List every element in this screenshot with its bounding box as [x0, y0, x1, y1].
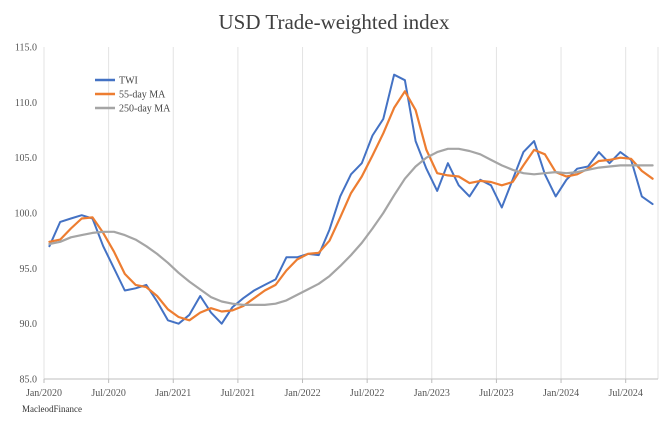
x-tick-label: Jul/2024 — [608, 388, 642, 399]
y-tick-label: 105.0 — [15, 153, 38, 164]
x-tick-label: Jan/2021 — [155, 388, 191, 399]
y-tick-label: 85.0 — [20, 375, 38, 386]
x-tick-label: Jan/2024 — [543, 388, 579, 399]
x-tick-label: Jan/2022 — [284, 388, 320, 399]
series-lines — [48, 73, 654, 325]
y-tick-label: 95.0 — [20, 264, 38, 275]
y-tick-label: 110.0 — [15, 98, 37, 109]
x-tick-label: Jul/2021 — [221, 388, 255, 399]
legend-label: 250-day MA — [119, 104, 171, 115]
source-credit: MacleodFinance — [22, 404, 82, 414]
y-tick-label: 115.0 — [15, 43, 37, 54]
series-line — [48, 147, 654, 306]
x-tick-label: Jan/2020 — [26, 388, 62, 399]
legend-label: 55-day MA — [119, 90, 166, 101]
x-tick-label: Jan/2023 — [414, 388, 450, 399]
x-tick-label: Jul/2020 — [91, 388, 125, 399]
chart-title: USD Trade-weighted index — [218, 10, 450, 34]
legend: TWI 55-day MA 250-day MA — [95, 76, 171, 115]
legend-label: TWI — [119, 76, 138, 87]
y-tick-label: 90.0 — [20, 319, 38, 330]
x-tick-label: Jul/2022 — [350, 388, 384, 399]
x-tick-label: Jul/2023 — [479, 388, 513, 399]
tick-labels: Jan/2020 Jul/2020 Jan/2021 Jul/2021 Jan/2022… — [15, 43, 643, 400]
series-line — [48, 90, 654, 322]
axes — [43, 378, 658, 383]
y-tick-label: 100.0 — [15, 209, 38, 220]
grid-lines — [43, 47, 659, 379]
